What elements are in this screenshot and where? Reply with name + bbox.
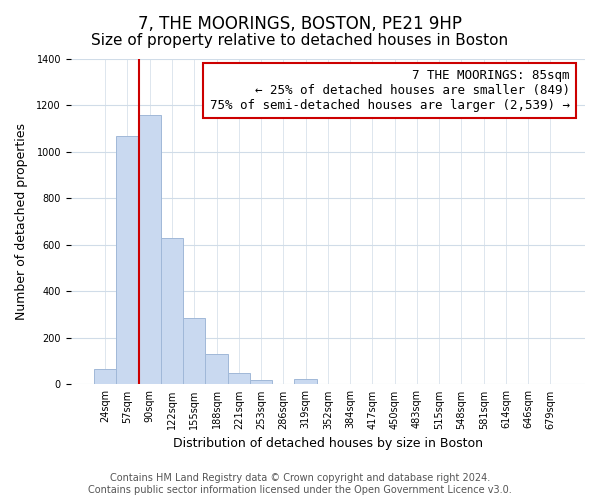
- Bar: [139, 115, 161, 384]
- Text: Contains HM Land Registry data © Crown copyright and database right 2024.
Contai: Contains HM Land Registry data © Crown c…: [88, 474, 512, 495]
- Text: 7 THE MOORINGS: 85sqm
← 25% of detached houses are smaller (849)
75% of semi-det: 7 THE MOORINGS: 85sqm ← 25% of detached …: [209, 69, 569, 112]
- X-axis label: Distribution of detached houses by size in Boston: Distribution of detached houses by size …: [173, 437, 483, 450]
- Y-axis label: Number of detached properties: Number of detached properties: [15, 123, 28, 320]
- Bar: [227, 374, 250, 384]
- Bar: [94, 370, 116, 384]
- Bar: [116, 136, 139, 384]
- Text: 7, THE MOORINGS, BOSTON, PE21 9HP: 7, THE MOORINGS, BOSTON, PE21 9HP: [138, 15, 462, 33]
- Bar: [161, 238, 183, 384]
- Bar: [295, 380, 317, 384]
- Bar: [205, 354, 227, 384]
- Bar: [183, 318, 205, 384]
- Text: Size of property relative to detached houses in Boston: Size of property relative to detached ho…: [91, 32, 509, 48]
- Bar: [250, 380, 272, 384]
